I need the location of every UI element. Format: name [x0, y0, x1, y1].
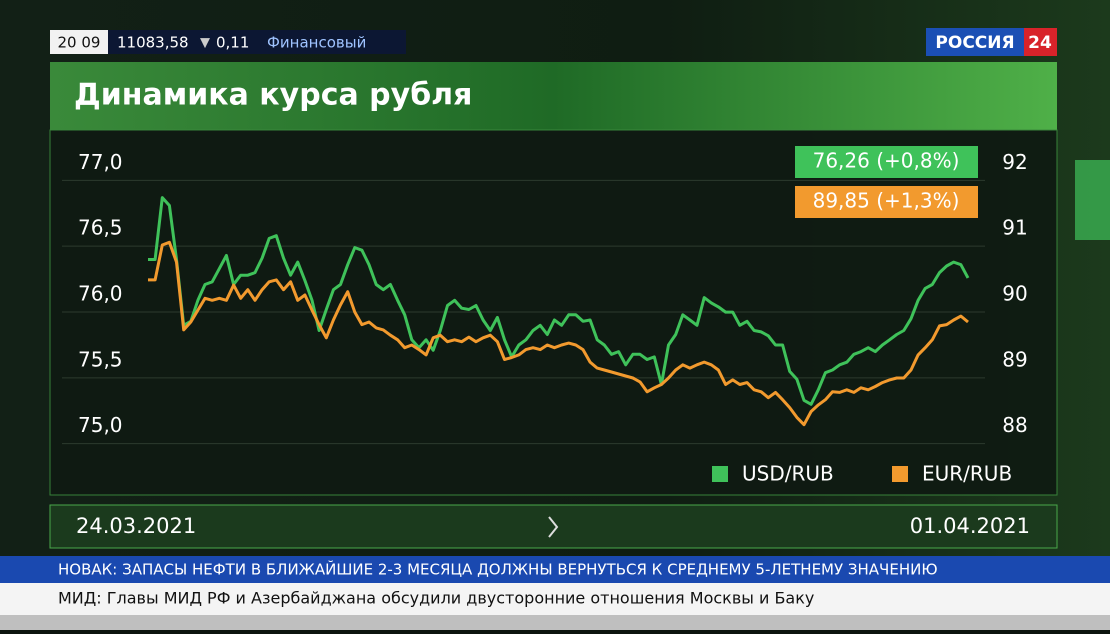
- legend-label: EUR/RUB: [922, 462, 1012, 486]
- index-name: Финансовый: [267, 34, 366, 52]
- market-box: [108, 30, 406, 54]
- series-line: [148, 240, 969, 427]
- clock: 20 09: [58, 34, 101, 52]
- y2-tick-label: 92: [1002, 150, 1027, 174]
- y-tick-label: 75,5: [78, 347, 123, 371]
- value-badge: [795, 186, 978, 218]
- y2-tick-label: 89: [1002, 347, 1027, 371]
- series-line: [148, 196, 970, 406]
- y-tick-label: 76,0: [78, 282, 123, 306]
- ticker-headline: НОВАК: ЗАПАСЫ НЕФТИ В БЛИЖАЙШИЕ 2-3 МЕСЯ…: [58, 560, 938, 579]
- value-badge-text: 76,26 (+0,8%): [813, 149, 960, 173]
- logo-number-box: [1024, 28, 1057, 56]
- legend-swatch: [712, 466, 728, 482]
- logo-number: 24: [1028, 33, 1052, 53]
- y-tick-label: 76,5: [78, 216, 123, 240]
- logo-text: РОССИЯ: [935, 33, 1014, 53]
- legend-swatch: [892, 466, 908, 482]
- y-tick-label: 77,0: [78, 150, 123, 174]
- header: [50, 62, 1057, 130]
- y2-tick-label: 90: [1002, 282, 1027, 306]
- logo-box: [926, 28, 1024, 56]
- y-tick-label: 75,0: [78, 413, 123, 437]
- chart-title: Динамика курса рубля: [74, 78, 472, 113]
- clock-box: [50, 30, 108, 54]
- ticker-bar: [0, 556, 1110, 583]
- bottom-strip: [0, 615, 1110, 630]
- date-end: 01.04.2021: [910, 514, 1030, 538]
- news-bar: [0, 583, 1110, 615]
- ticker-news: МИД: Главы МИД РФ и Азербайджана обсудил…: [58, 589, 814, 608]
- date-start: 24.03.2021: [76, 514, 196, 538]
- decor: [1075, 160, 1110, 240]
- index-arrow: ▼: [200, 36, 210, 51]
- arrow-icon: [548, 516, 559, 538]
- index-value: 11083,58: [117, 34, 189, 52]
- value-badge-text: 89,85 (+1,3%): [813, 189, 960, 213]
- y2-tick-label: 88: [1002, 413, 1027, 437]
- value-badge: [795, 146, 978, 178]
- legend-label: USD/RUB: [742, 462, 834, 486]
- date-bar: [49, 504, 1058, 549]
- y2-tick-label: 91: [1002, 216, 1027, 240]
- index-change: 0,11: [216, 34, 249, 52]
